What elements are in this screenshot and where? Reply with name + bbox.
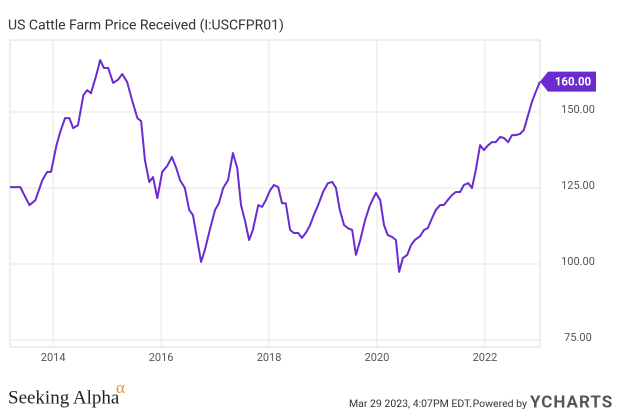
provider: YCHARTS — [530, 392, 613, 412]
value-tag-label: 160.00 — [555, 75, 592, 89]
chart-title: US Cattle Farm Price Received (I:USCFPR0… — [8, 18, 284, 34]
y-tick-label: 125.00 — [561, 179, 595, 192]
value-tag — [540, 71, 596, 92]
y-tick-label: 150.00 — [561, 103, 595, 116]
y-tick-label: 75.00 — [564, 331, 592, 344]
x-tick-label: 2018 — [257, 351, 282, 364]
x-tick-label: 2020 — [365, 351, 390, 364]
plot-frame — [9, 39, 541, 348]
brand: Seeking Alpha — [8, 387, 120, 408]
x-tick-label: 2022 — [473, 351, 498, 364]
timestamp: Mar 29 2023, 4:07PM EDT. — [349, 397, 472, 410]
x-tick-label: 2014 — [41, 351, 66, 364]
line — [10, 59, 541, 273]
x-tick-label: 2016 — [149, 351, 174, 364]
y-tick-label: 100.00 — [561, 255, 595, 268]
powered-by: Powered by — [473, 397, 527, 410]
brand-mark: α — [116, 378, 125, 397]
